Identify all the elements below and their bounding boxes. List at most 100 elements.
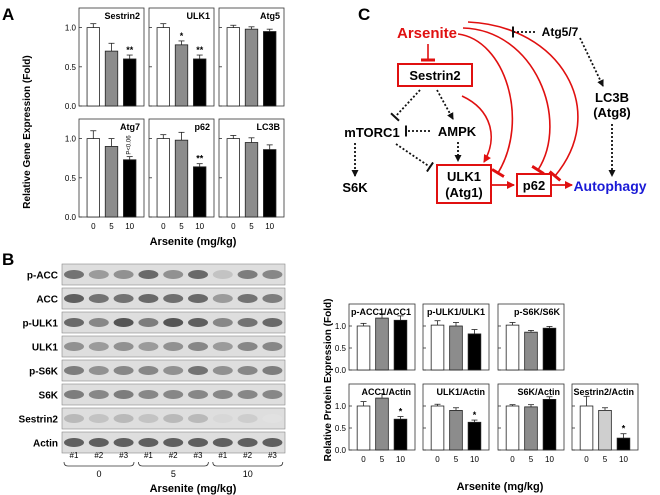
blot-band <box>262 366 283 375</box>
x-tick-label: 10 <box>195 222 204 231</box>
blot-band <box>188 438 208 447</box>
lane-label: #1 <box>218 451 227 460</box>
blot-row-label: Actin <box>33 439 58 450</box>
blot-x-axis-label: Arsenite (mg/kg) <box>150 483 237 495</box>
lane-group-label: 10 <box>243 469 253 479</box>
y-tick-label: 0.0 <box>65 213 77 222</box>
subplot-title: p-S6K/S6K <box>514 307 561 317</box>
lane-label: #1 <box>70 451 79 460</box>
blot-band <box>163 366 184 375</box>
bar <box>524 331 538 371</box>
blot-band <box>138 390 159 399</box>
subplot-title: ULK1/Actin <box>436 387 485 397</box>
bar <box>579 405 594 451</box>
node-ulk1: ULK1 <box>447 169 481 184</box>
bar <box>156 27 170 107</box>
blot-band <box>113 270 134 279</box>
edge-atg57-to-lc3b <box>579 37 604 87</box>
y-tick-label: 1.0 <box>335 322 347 331</box>
significance-marker: ** <box>196 154 204 164</box>
bar <box>263 31 277 107</box>
lane-label: #1 <box>144 451 153 460</box>
subplot-title: LC3B <box>256 122 280 132</box>
blot-band <box>113 318 134 327</box>
blot-band <box>212 366 233 375</box>
node-atg57: Atg5/7 <box>542 25 579 39</box>
blot-band <box>138 438 159 447</box>
lane-label: #2 <box>94 451 103 460</box>
blot-band <box>262 438 283 447</box>
bar <box>598 409 612 451</box>
blot-band <box>138 270 159 279</box>
lane-label: #2 <box>243 451 252 460</box>
edge-arsenite-inhibits-p62 <box>462 27 551 176</box>
bar <box>449 409 463 451</box>
bar <box>193 166 207 218</box>
node-ampk: AMPK <box>438 124 477 139</box>
blot-band <box>163 294 184 303</box>
bar <box>123 159 137 218</box>
blot-band <box>163 318 184 327</box>
blot-band <box>138 414 159 423</box>
bar <box>104 50 119 107</box>
significance-label: P<0.06 <box>127 135 133 155</box>
panel-b-protein-expression: Relative Protein Expression (Fold) Arsen… <box>323 299 639 493</box>
lane-label: #3 <box>268 451 277 460</box>
x-tick-label: 10 <box>396 455 405 464</box>
bar <box>375 317 389 371</box>
blot-band <box>64 390 84 399</box>
bar <box>542 327 557 371</box>
y-tick-label: 0.0 <box>335 446 347 455</box>
blot-row-label: p-ACC <box>27 271 58 282</box>
significance-marker: * <box>399 407 403 417</box>
significance-marker: ** <box>196 45 204 55</box>
subplot-title: ACC1/Actin <box>361 387 411 397</box>
blot-row-label: p-ULK1 <box>22 319 58 330</box>
blot-row-label: ACC <box>36 295 58 306</box>
lane-label: #3 <box>194 451 203 460</box>
y-tick-label: 1.0 <box>335 402 347 411</box>
blot-band <box>88 342 109 351</box>
blot-band <box>64 270 84 279</box>
bar <box>123 58 137 107</box>
x-tick-label: 5 <box>179 222 184 231</box>
x-tick-label: 10 <box>470 455 479 464</box>
bar <box>467 333 482 371</box>
bar <box>263 149 277 218</box>
panel-a-x-axis-label: Arsenite (mg/kg) <box>150 236 237 248</box>
x-tick-label: 10 <box>125 222 134 231</box>
lane-group-label: 5 <box>171 469 176 479</box>
blot-band <box>237 366 258 375</box>
subplot-title: p-ULK1/ULK1 <box>427 307 485 317</box>
bar <box>542 398 557 451</box>
blot-band <box>163 270 184 279</box>
bar <box>449 325 463 371</box>
blot-band <box>88 318 109 327</box>
panel-label-a: A <box>2 5 14 24</box>
blot-band <box>113 342 134 351</box>
panel-b-y-axis-label: Relative Protein Expression (Fold) <box>323 299 334 462</box>
blot-band <box>188 294 208 303</box>
lane-group-bracket <box>63 461 135 467</box>
blot-band <box>88 414 109 423</box>
bar <box>430 405 445 451</box>
node-p62: p62 <box>523 178 545 193</box>
blot-band <box>237 270 258 279</box>
subplot-title: ULK1 <box>186 11 210 21</box>
blot-band <box>212 438 233 447</box>
blot-band <box>88 438 109 447</box>
x-tick-label: 10 <box>619 455 628 464</box>
blot-band <box>113 438 134 447</box>
bar <box>193 58 207 107</box>
x-tick-label: 0 <box>161 222 166 231</box>
blot-band <box>212 342 233 351</box>
node-lc3b: LC3B <box>595 90 629 105</box>
blot-band <box>88 390 109 399</box>
x-tick-label: 5 <box>249 222 254 231</box>
x-tick-label: 0 <box>584 455 589 464</box>
blot-band <box>237 318 258 327</box>
lane-group-bracket <box>138 461 209 467</box>
edge-sestrin2-to-ulk1 <box>461 95 492 163</box>
bar <box>86 138 100 218</box>
significance-marker: ** <box>126 45 134 55</box>
